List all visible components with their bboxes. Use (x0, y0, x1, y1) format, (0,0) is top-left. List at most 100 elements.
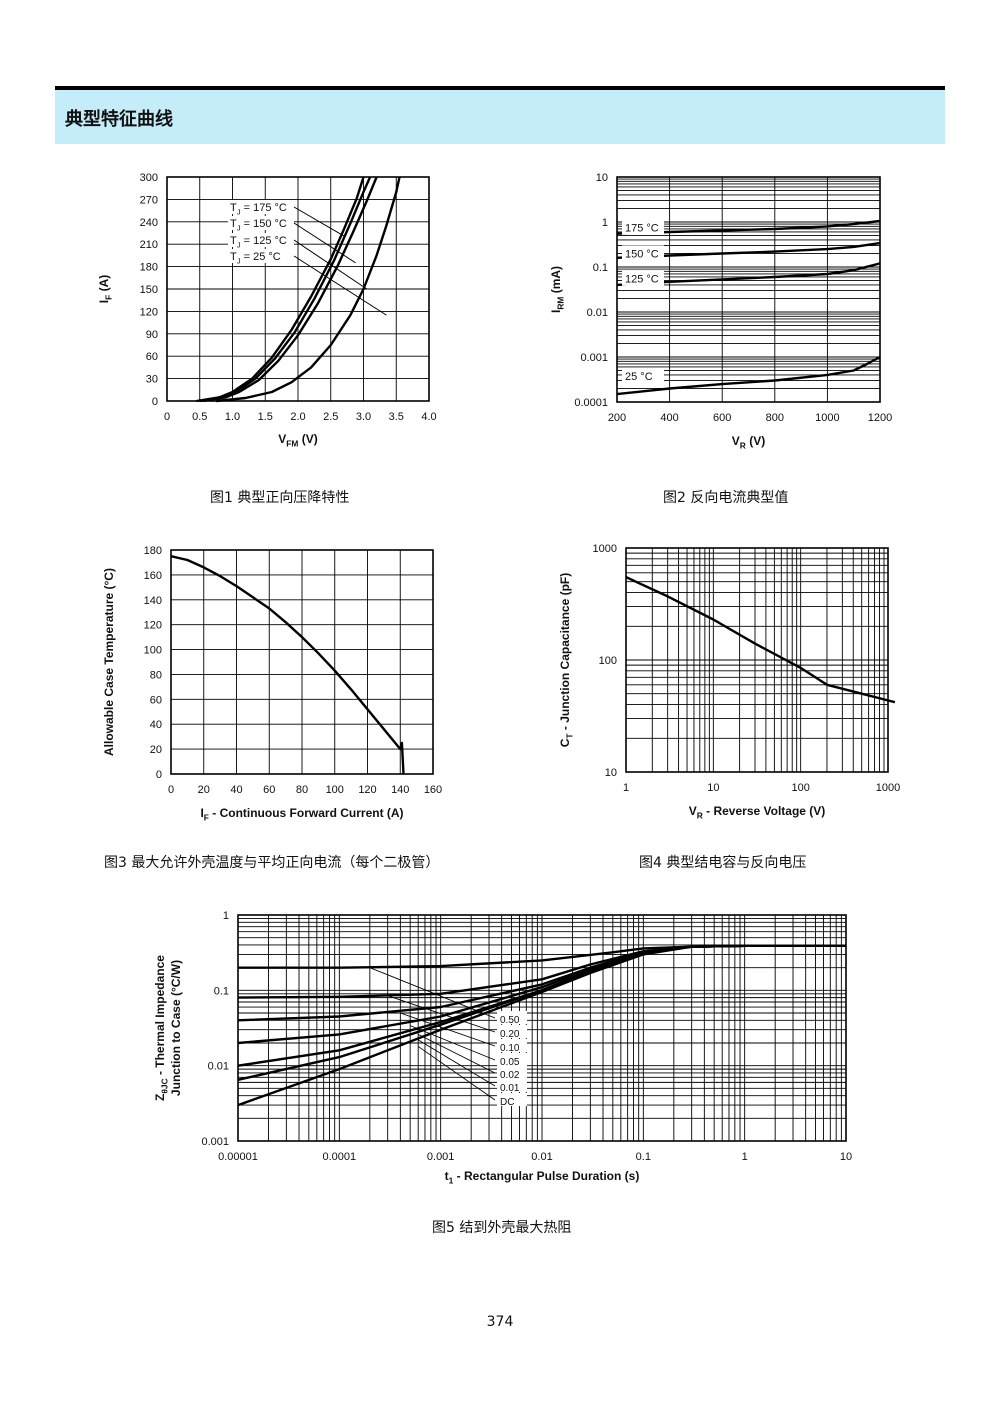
fig4-xtick-label: 1 (623, 782, 629, 794)
fig5-plot-frame (237, 914, 847, 1142)
fig2-chart: 200 400 600 800 1000 1200 0.0001 0.001 0.01 0.1 1 1… (549, 172, 892, 451)
fig1-legend-bg (228, 233, 294, 247)
fig2-ytick-label: 0.1 (593, 262, 608, 274)
fig3-ytick-label: 180 (144, 545, 162, 557)
fig3-xtick-label: 80 (296, 784, 308, 796)
fig1-legend-bg (228, 216, 294, 230)
fig3-ytick-label: 0 (156, 769, 162, 781)
fig2-xlabel: VR (V) (732, 434, 765, 451)
fig5-series-label: 0.50 (500, 1015, 520, 1026)
fig1-ytick-label: 180 (140, 262, 158, 274)
fig3-xtick-label: 40 (230, 784, 242, 796)
fig4-ylabel: CT - Junction Capacitance (pF) (558, 573, 575, 747)
fig1-xtick-label: 4.0 (421, 411, 436, 423)
fig2-series-label: 125 °C (625, 274, 659, 286)
fig5-label-bg (497, 1011, 527, 1024)
section-title: 典型特征曲线 (65, 109, 173, 130)
fig2-xtick-label: 200 (608, 412, 626, 424)
fig4-xtick-label: 1000 (876, 782, 900, 794)
fig1-series-line (199, 176, 372, 403)
fig3-plot-frame (170, 549, 434, 775)
fig3-chart: 0 20 40 60 80 100 120 140 160 0 20 40 60 80 100 120 140 1… (102, 545, 442, 823)
fig1-ytick-label: 90 (146, 329, 158, 341)
fig3-ytick-label: 140 (144, 595, 162, 607)
fig3-xtick-label: 100 (326, 784, 344, 796)
fig1-xtick-label: 3.5 (389, 411, 404, 423)
fig1-xtick-label: 3.0 (356, 411, 371, 423)
fig1-chart: 0 0.5 1.0 1.5 2.0 2.5 3.0 3.5 4.0 0 30 60 90 120 150 18… (97, 172, 437, 449)
fig2-ytick-label: 1 (602, 217, 608, 229)
fig5-series-label: DC (500, 1097, 514, 1108)
fig1-legend-leader (293, 239, 368, 290)
fig1-series-line (196, 176, 365, 403)
fig3-xlabel: IF - Continuous Forward Current (A) (200, 806, 403, 823)
fig5-label-bg (497, 1066, 527, 1079)
fig2-xtick-label: 1000 (815, 412, 839, 424)
fig5-series-label: 0.20 (500, 1029, 520, 1040)
fig2-series-label: 150 °C (625, 248, 659, 260)
fig5-series-label: 0.10 (500, 1043, 520, 1054)
fig1-legend-leader (293, 206, 346, 238)
fig2-series-line (616, 355, 881, 396)
fig2-series-label: 25 °C (625, 371, 653, 383)
fig1-ytick-label: 150 (140, 284, 158, 296)
fig3-ytick-label: 60 (150, 694, 162, 706)
page-number: 374 (486, 1314, 514, 1330)
fig3-xtick-label: 60 (263, 784, 275, 796)
fig5-caption: 图5 结到外壳最大热阻 (432, 1220, 572, 1236)
fig4-chart: 1 10 100 1000 10 100 1000 VR - Reverse Voltage … (558, 543, 900, 821)
fig1-xtick-label: 0.5 (192, 411, 207, 423)
fig4-ytick-label: 100 (599, 655, 617, 667)
fig2-label-bg (622, 245, 664, 261)
fig5-label-leader (400, 1012, 496, 1047)
fig5-xtick-label: 0.1 (636, 1151, 651, 1163)
fig3-xtick-label: 120 (358, 784, 376, 796)
fig1-caption: 图1 典型正向压降特性 (210, 490, 350, 506)
fig1-legend-leader (293, 255, 387, 316)
fig2-xtick-label: 800 (766, 412, 784, 424)
fig1-ytick-label: 0 (152, 396, 158, 408)
fig5-ylabel-line1: ZθJC - Thermal Impedance (153, 955, 170, 1101)
fig2-ytick-label: 0.0001 (574, 397, 608, 409)
fig5-label-leader (387, 995, 496, 1033)
fig1-ylabel: IF (A) (97, 275, 114, 303)
fig2-series-line (616, 241, 881, 259)
fig1-ytick-label: 300 (140, 172, 158, 184)
fig5-xtick-label: 0.00001 (218, 1151, 258, 1163)
fig5-ytick-label: 0.01 (208, 1061, 229, 1073)
fig5-ytick-label: 0.1 (214, 985, 229, 997)
fig2-ylabel: IRM (mA) (549, 266, 566, 313)
fig1-xtick-label: 2.5 (323, 411, 338, 423)
fig2-series-line (616, 219, 881, 235)
fig1-legend-bg (228, 249, 294, 263)
fig3-xtick-label: 160 (424, 784, 442, 796)
fig3-ytick-label: 120 (144, 620, 162, 632)
fig3-caption: 图3 最大允许外壳温度与平均正向电流（每个二极管） (104, 855, 440, 871)
fig4-xlabel: VR - Reverse Voltage (V) (689, 804, 826, 821)
fig4-xtick-label: 100 (791, 782, 809, 794)
fig1-xtick-label: 2.0 (290, 411, 305, 423)
fig1-xtick-label: 0 (164, 411, 170, 423)
fig5-series-label: 0.05 (500, 1057, 520, 1068)
fig1-xtick-label: 1.5 (258, 411, 273, 423)
fig5-label-bg (497, 1079, 527, 1092)
section-header: 典型特征曲线 (55, 90, 945, 144)
fig1-legend-label: TJ = 175 °C (230, 202, 287, 216)
fig5-xtick-label: 1 (742, 1151, 748, 1163)
fig3-ytick-label: 20 (150, 744, 162, 756)
fig1-legend-label: TJ = 25 °C (230, 251, 281, 265)
fig3-ytick-label: 160 (144, 570, 162, 582)
fig3-ytick-label: 80 (150, 669, 162, 681)
fig5-xlabel: t1 - Rectangular Pulse Duration (s) (445, 1169, 640, 1186)
fig1-xtick-label: 1.0 (225, 411, 240, 423)
fig2-label-bg (622, 270, 664, 286)
fig5-chart: 0.00001 0.0001 0.001 0.01 0.1 1 10 0.001 0.01 0.1… (153, 910, 852, 1186)
fig5-label-bg (497, 1093, 527, 1106)
fig4-xtick-label: 10 (707, 782, 719, 794)
fig5-label-bg (497, 1025, 527, 1038)
fig5-label-leader (369, 967, 496, 1019)
fig3-ytick-label: 100 (144, 645, 162, 657)
fig2-xtick-label: 600 (713, 412, 731, 424)
fig1-ytick-label: 120 (140, 306, 158, 318)
fig1-ytick-label: 210 (140, 239, 158, 251)
